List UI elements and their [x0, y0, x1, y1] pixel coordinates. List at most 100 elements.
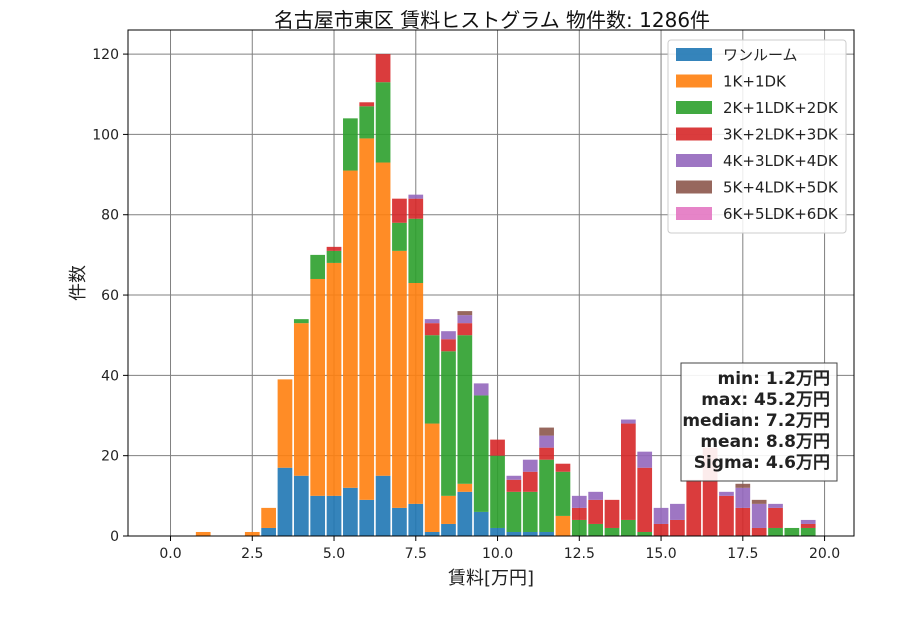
y-tick-label: 60 [101, 288, 119, 304]
bar-segment [637, 451, 653, 468]
bar-segment [441, 351, 456, 496]
bar-segment [620, 419, 636, 424]
x-tick-label: 15.0 [645, 546, 676, 562]
bar-segment [604, 527, 620, 536]
x-tick-label: 2.5 [241, 546, 263, 562]
bar-segment [539, 427, 554, 436]
bar-segment [343, 118, 358, 171]
bar-segment [457, 483, 473, 492]
bar-segment [375, 162, 391, 476]
bar-segment [408, 198, 424, 219]
stats-box: min: 1.2万円 max: 45.2万円 median: 7.2万円 mea… [680, 362, 838, 482]
bar-segment [719, 495, 734, 536]
y-tick-label: 80 [101, 208, 119, 224]
legend-label: 1K+1DK [723, 73, 787, 91]
bar-segment [392, 222, 407, 251]
legend-label: ワンルーム [723, 46, 798, 64]
bar-segment [457, 491, 473, 536]
bar-segment [784, 527, 800, 536]
bar-segment [539, 459, 554, 532]
bar-segment [408, 194, 424, 199]
bar-segment [670, 503, 685, 520]
plot-frame [127, 29, 855, 537]
bar-segment [571, 519, 587, 536]
bar-segment [195, 531, 211, 536]
bar-segment [424, 335, 440, 424]
bar-segment [457, 323, 473, 336]
bar-segment [424, 323, 440, 336]
bar-segment [261, 527, 276, 536]
stat-mean: mean: 8.8万円 [700, 432, 830, 452]
bar-segment [571, 495, 587, 508]
bar-segment [539, 447, 554, 460]
stat-max: max: 45.2万円 [701, 390, 830, 410]
bar-segment [653, 523, 669, 536]
bar-segment [359, 106, 375, 139]
bar-segment [424, 319, 440, 324]
stat-min: min: 1.2万円 [718, 369, 830, 389]
bar-segment [473, 511, 489, 536]
bar-segment [522, 459, 538, 472]
bar-segment [359, 499, 375, 536]
legend-swatch [676, 180, 712, 194]
bar-segment [392, 507, 407, 536]
bar-segment [310, 495, 326, 536]
legend-label: 2K+1LDK+2DK [723, 99, 839, 117]
bar-segment [441, 523, 456, 536]
y-tick-label: 100 [92, 127, 119, 143]
bar-segment [359, 138, 375, 500]
bar-segment [293, 319, 309, 324]
bar-segment [637, 531, 653, 536]
legend-label: 5K+4LDK+5DK [723, 179, 839, 197]
bar-segment [310, 278, 326, 496]
x-tick-label: 0.0 [159, 546, 181, 562]
bar-segment [343, 170, 358, 488]
legend-label: 6K+5LDK+6DK [723, 205, 839, 223]
bar-segment [800, 527, 816, 536]
legend-swatch [676, 74, 712, 88]
bar-segment [277, 467, 293, 536]
bar-segment [293, 323, 309, 476]
bar-segment [768, 527, 783, 536]
legend-swatch [676, 127, 712, 141]
legend-swatch [676, 48, 712, 61]
legend-swatch [676, 154, 712, 167]
stats-frame [680, 362, 838, 482]
y-tick-label: 120 [92, 47, 119, 63]
bar-segment [490, 455, 505, 528]
bar-segment [441, 331, 456, 340]
x-tick-label: 10.0 [482, 546, 513, 562]
bar-segment [686, 479, 702, 536]
bar-segment [522, 471, 538, 492]
bar-segment [555, 515, 571, 536]
bar-segment [604, 499, 620, 528]
x-tick-label: 12.5 [564, 546, 595, 562]
bar-segment [441, 495, 456, 524]
bar-segment [751, 527, 767, 536]
bar-segment [375, 54, 391, 83]
bar-segment [408, 503, 424, 536]
bar-segment [751, 499, 767, 504]
legend-label: 3K+2LDK+3DK [723, 126, 839, 144]
bar-segment [293, 475, 309, 536]
bar-segment [571, 507, 587, 520]
legend-swatch [676, 207, 712, 220]
bar-segment [506, 531, 522, 536]
bar-segment [457, 311, 473, 316]
bar-segment [457, 335, 473, 484]
bar-segment [326, 262, 342, 496]
bar-segment [800, 519, 816, 524]
x-tick-label: 7.5 [405, 546, 427, 562]
y-tick-label: 40 [101, 368, 119, 384]
legend: ワンルーム 1K+1DK 2K+1LDK+2DK 3K+2LDK+3DK 4K+3LDK… [667, 39, 847, 234]
bar-segment [277, 379, 293, 468]
bar-segment [588, 499, 604, 524]
bar-segment [620, 519, 636, 536]
bar-segment [326, 495, 342, 536]
bar-segment [800, 523, 816, 528]
bar-segment [539, 531, 554, 536]
bar-segment [588, 491, 604, 500]
bar-segment [620, 423, 636, 520]
y-tick-label: 20 [101, 449, 119, 465]
